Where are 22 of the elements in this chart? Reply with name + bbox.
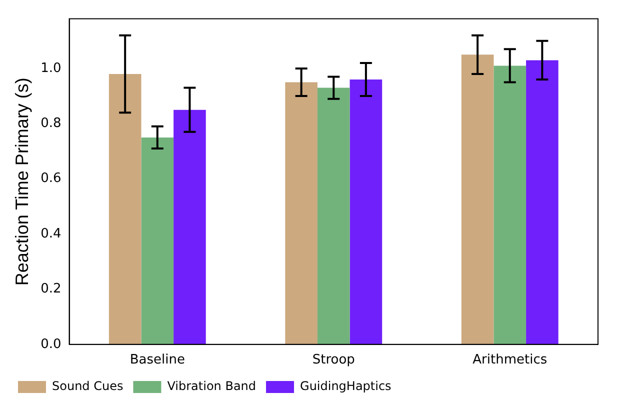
bar [494,66,526,344]
y-tick-label: 0.0 [40,336,62,352]
bar [108,74,142,344]
x-tick-label: Baseline [130,352,185,368]
x-tick-label: Stroop [312,352,355,368]
bar [461,54,494,344]
bar [174,110,206,344]
bar [526,60,558,344]
legend-label: Vibration Band [167,379,256,394]
legend-label: GuidingHaptics [300,379,392,394]
y-tick-label: 0.8 [40,116,62,132]
y-axis-title: Reaction Time Primary (s) [12,78,32,286]
y-tick-label: 0.4 [40,226,62,242]
y-tick-label: 0.2 [40,282,62,297]
legend-label: Sound Cues [52,379,124,394]
bar [285,82,318,344]
bar [350,80,382,344]
bar [317,88,350,344]
y-tick-label: 1.0 [40,60,62,76]
x-tick-label: Arithmetics [472,352,548,368]
bar [141,137,174,344]
y-tick-label: 0.6 [40,171,62,186]
